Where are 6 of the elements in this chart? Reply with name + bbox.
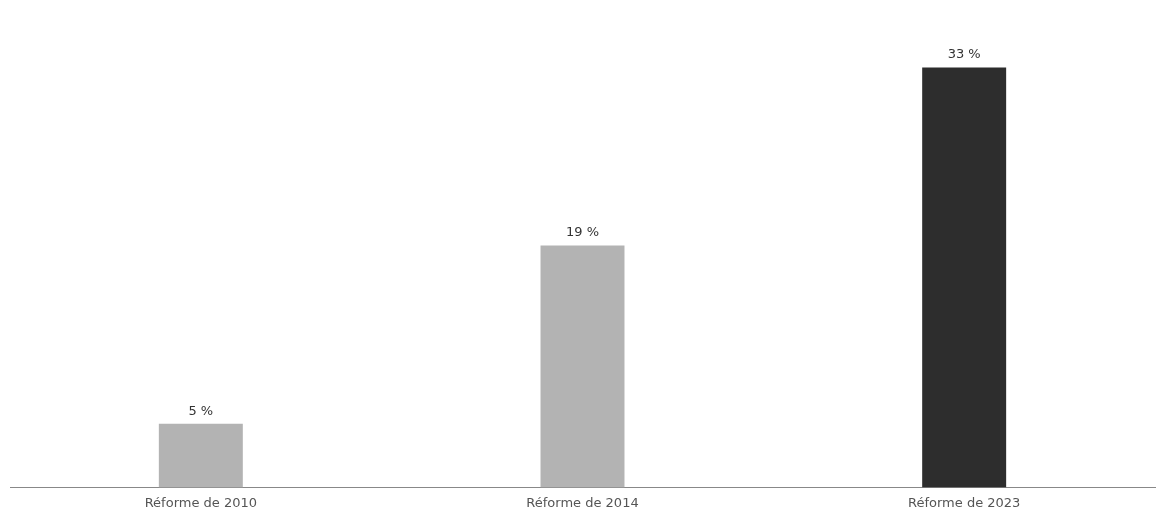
data-label: 19 % [565, 224, 600, 240]
x-tick-label: Réforme de 2014 [526, 494, 639, 510]
data-label: 33 % [947, 46, 981, 62]
data-label: 5 % [188, 402, 214, 418]
x-tick-label: Réforme de 2023 [907, 494, 1021, 510]
x-tick-label: Réforme de 2010 [144, 494, 258, 510]
